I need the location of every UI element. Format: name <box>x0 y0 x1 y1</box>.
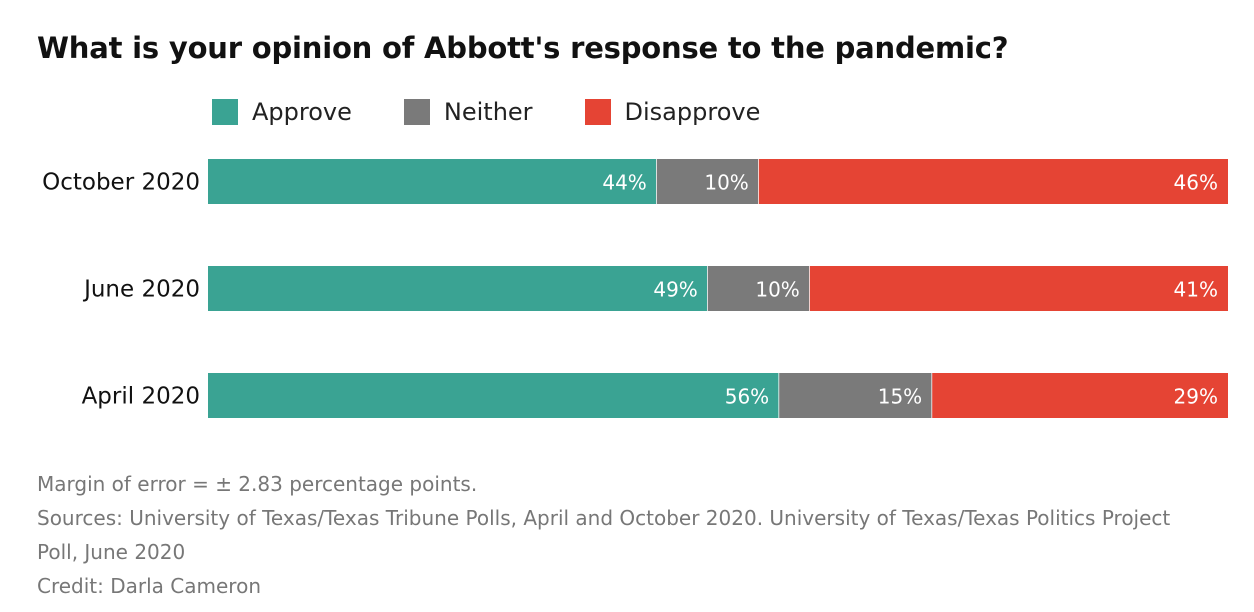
legend-item-approve: Approve <box>212 98 352 126</box>
data-label-approve-april-2020: 56% <box>725 385 769 409</box>
credit-note: Credit: Darla Cameron <box>37 574 261 598</box>
legend-label-approve: Approve <box>252 98 352 126</box>
data-label-disapprove-june-2020: 41% <box>1174 278 1218 302</box>
legend-item-neither: Neither <box>403 98 533 126</box>
data-label-approve-june-2020: 49% <box>653 278 697 302</box>
category-label-october-2020: October 2020 <box>42 170 200 196</box>
margin-of-error-note: Margin of error = ± 2.83 percentage poin… <box>37 472 478 496</box>
legend-label-neither: Neither <box>443 98 533 126</box>
legend-swatch-neither <box>403 99 430 125</box>
bar-disapprove-october-2020 <box>758 159 1228 204</box>
bar-neither-october-2020 <box>656 159 759 204</box>
legend: Approve Neither Disapprove <box>212 98 812 126</box>
category-label-april-2020: April 2020 <box>82 384 200 410</box>
sources-note: Sources: University of Texas/Texas Tribu… <box>37 506 1171 564</box>
bar-neither-april-2020 <box>779 373 933 418</box>
bar-disapprove-april-2020 <box>932 373 1228 418</box>
bar-neither-june-2020 <box>707 266 810 311</box>
legend-label-disapprove: Disapprove <box>624 98 761 126</box>
legend-swatch-approve <box>212 99 238 125</box>
bar-disapprove-june-2020 <box>809 266 1228 311</box>
legend-item-disapprove: Disapprove <box>584 98 761 126</box>
data-label-neither-april-2020: 15% <box>878 385 922 409</box>
chart-title: What is your opinion of Abbott's respons… <box>37 31 1009 65</box>
bar-approve-october-2020 <box>208 159 657 204</box>
data-label-disapprove-april-2020: 29% <box>1174 385 1218 409</box>
bar-approve-june-2020 <box>208 266 708 311</box>
data-label-disapprove-october-2020: 46% <box>1174 171 1218 195</box>
bar-approve-april-2020 <box>208 373 780 418</box>
data-label-neither-october-2020: 10% <box>704 171 748 195</box>
chart-notes: Margin of error = ± 2.83 percentage poin… <box>37 467 1217 603</box>
legend-swatch-disapprove <box>584 99 611 125</box>
category-label-june-2020: June 2020 <box>82 277 200 303</box>
data-label-neither-june-2020: 10% <box>755 278 799 302</box>
data-label-approve-october-2020: 44% <box>602 171 646 195</box>
